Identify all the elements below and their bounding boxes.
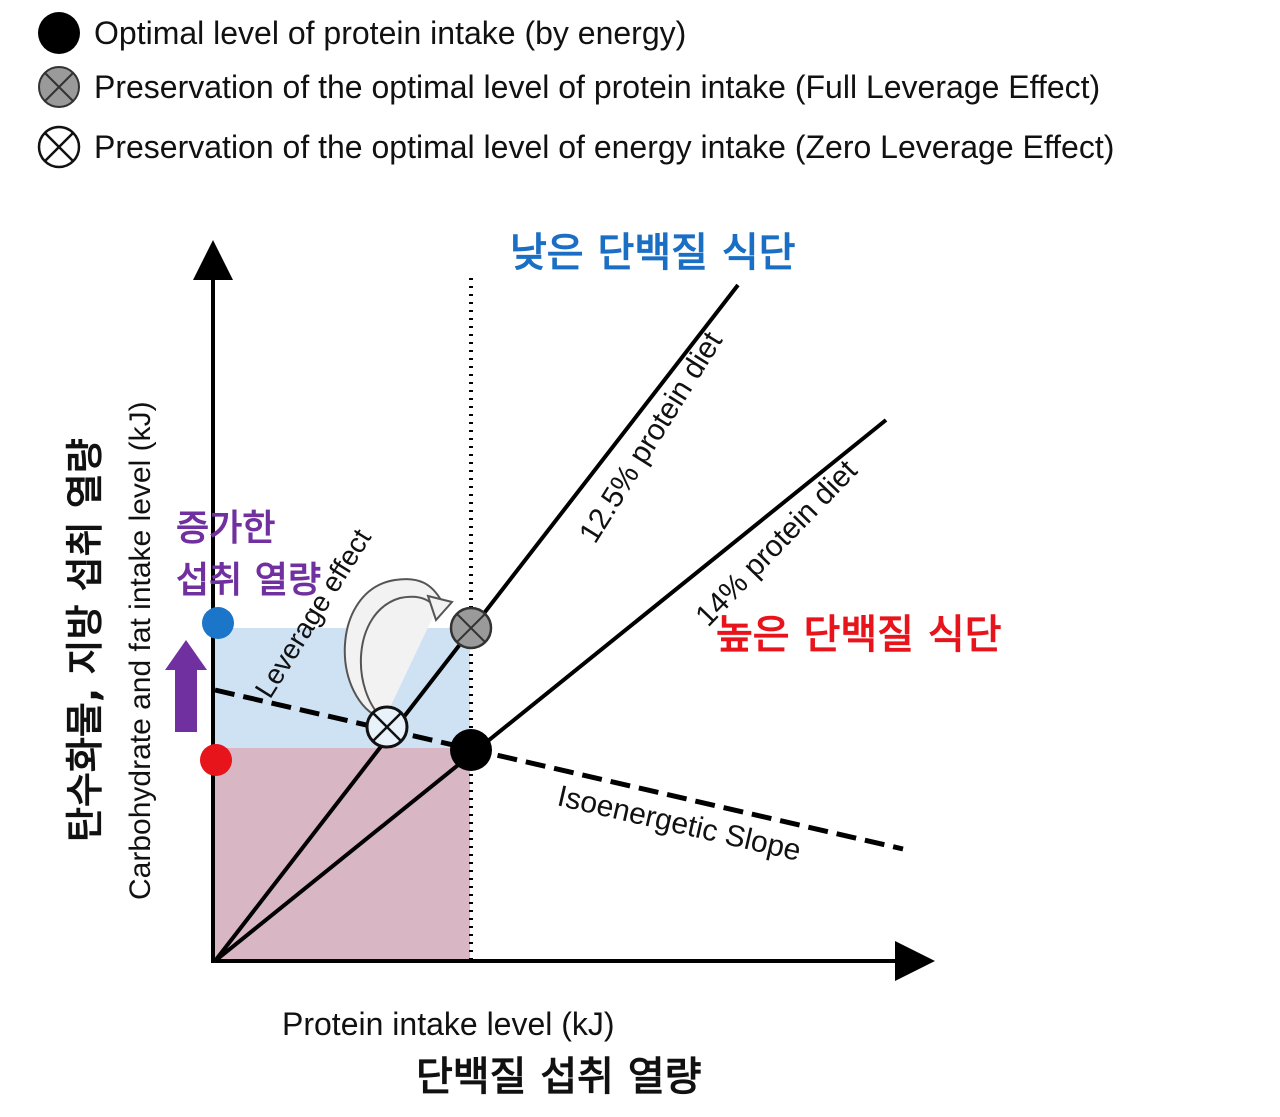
- increase-label-line2: 섭취 열량: [176, 560, 321, 601]
- zero-leverage-marker: [365, 705, 409, 749]
- line-14-percent: [213, 418, 888, 963]
- increase-label-line1: 증가한: [176, 508, 275, 549]
- legend-label: Optimal level of protein intake (by ener…: [94, 14, 687, 51]
- legend-item-zero-leverage: Preservation of the optimal level of ene…: [36, 124, 1114, 170]
- legend-label: Preservation of the optimal level of pro…: [94, 68, 1101, 105]
- arrow-head-icon: [426, 594, 454, 622]
- increase-arrow-icon: [165, 640, 207, 732]
- x-axis-label-en: Protein intake level (kJ): [282, 1006, 615, 1042]
- y-axis-label-ko: 탄수화물, 지방 섭취 열량: [63, 438, 107, 842]
- black-filled-circle-icon: [38, 12, 80, 54]
- red-level-marker: [200, 744, 232, 776]
- blue-level-marker: [202, 607, 234, 639]
- legend-item-optimal-protein: Optimal level of protein intake (by ener…: [36, 10, 686, 56]
- legend-label: Preservation of the optimal level of ene…: [94, 128, 1115, 165]
- y-axis-label-en: Carbohydrate and fat intake level (kJ): [124, 401, 157, 900]
- high-protein-diet-label: 높은 단백질 식단: [716, 612, 1002, 658]
- low-protein-diet-label: 낮은 단백질 식단: [510, 230, 796, 276]
- isoenergetic-slope-label: Isoenergetic Slope: [554, 780, 804, 868]
- full-leverage-marker: [449, 606, 493, 650]
- x-axis-label-ko: 단백질 섭취 열량: [416, 1054, 702, 1100]
- line-12-5-label: 12.5% protein diet: [573, 326, 729, 549]
- open-crossed-circle-icon: [37, 125, 81, 169]
- line-14-label: 14% protein diet: [689, 453, 864, 632]
- optimal-protein-marker: [450, 729, 492, 771]
- legend-item-full-leverage: Preservation of the optimal level of pro…: [36, 64, 1100, 110]
- leverage-effect-arrow: [343, 578, 442, 721]
- isoenergetic-slope-line: [214, 687, 904, 852]
- gray-crossed-circle-icon: [38, 66, 80, 108]
